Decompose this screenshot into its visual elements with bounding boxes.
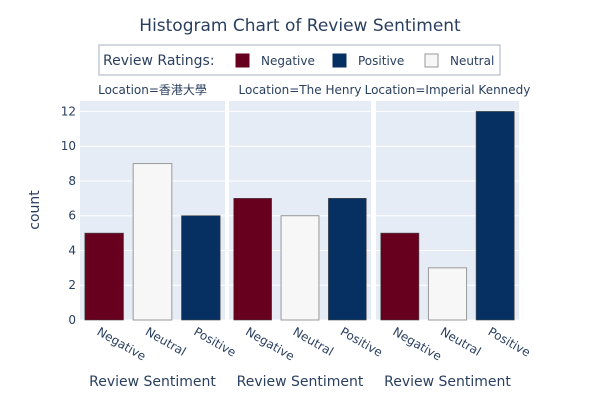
- x-axis-title: Review Sentiment: [384, 374, 511, 390]
- x-axis-title: Review Sentiment: [237, 374, 364, 390]
- bar-neutral[interactable]: [280, 215, 320, 321]
- x-tick-label-neutral: Neutral: [143, 324, 188, 358]
- y-tick-label: 0: [68, 313, 76, 327]
- legend-swatch-positive[interactable]: [332, 53, 347, 68]
- bar-positive[interactable]: [328, 198, 367, 321]
- x-tick-label-positive: Positive: [486, 324, 533, 359]
- bar-neutral[interactable]: [132, 163, 173, 321]
- legend-label-negative[interactable]: Negative: [261, 54, 315, 68]
- legend-title: Review Ratings:: [103, 53, 215, 69]
- x-tick-label-negative: Negative: [390, 324, 444, 363]
- facet-label: Location=The Henry: [239, 83, 362, 97]
- y-tick-label: 2: [68, 278, 76, 292]
- x-tick-label-positive: Positive: [191, 324, 238, 359]
- chart-title: Histogram Chart of Review Sentiment: [139, 16, 461, 36]
- y-tick-label: 12: [61, 104, 76, 118]
- legend: Review Ratings: Negative Positive Neutral: [98, 44, 501, 76]
- bar-positive[interactable]: [475, 111, 515, 321]
- facet-panel-3: Location=Imperial Kennedy NegativeNeutral…: [365, 83, 533, 390]
- facet-label: Location=香港大學: [98, 83, 207, 97]
- x-tick-label-negative: Negative: [243, 324, 297, 363]
- legend-swatch-negative[interactable]: [235, 53, 250, 68]
- bar-positive[interactable]: [181, 215, 221, 321]
- y-tick-label: 10: [61, 139, 76, 153]
- y-axis-title: count: [27, 190, 43, 230]
- bar-negative[interactable]: [84, 232, 124, 321]
- facet-label: Location=Imperial Kennedy: [365, 83, 531, 97]
- x-tick-label-neutral: Neutral: [291, 324, 336, 358]
- legend-label-positive[interactable]: Positive: [358, 54, 404, 68]
- y-tick-label: 6: [68, 209, 76, 223]
- bar-negative[interactable]: [233, 198, 272, 321]
- y-tick-label: 4: [68, 243, 76, 257]
- x-tick-label-positive: Positive: [338, 324, 385, 359]
- bar-negative[interactable]: [380, 232, 420, 321]
- x-axis-title: Review Sentiment: [89, 374, 216, 390]
- y-tick-label: 8: [68, 174, 76, 188]
- legend-label-neutral[interactable]: Neutral: [450, 54, 494, 68]
- x-tick-label-negative: Negative: [95, 324, 149, 363]
- x-tick-label-neutral: Neutral: [438, 324, 483, 358]
- bar-neutral[interactable]: [427, 267, 468, 321]
- legend-swatch-neutral[interactable]: [424, 53, 439, 68]
